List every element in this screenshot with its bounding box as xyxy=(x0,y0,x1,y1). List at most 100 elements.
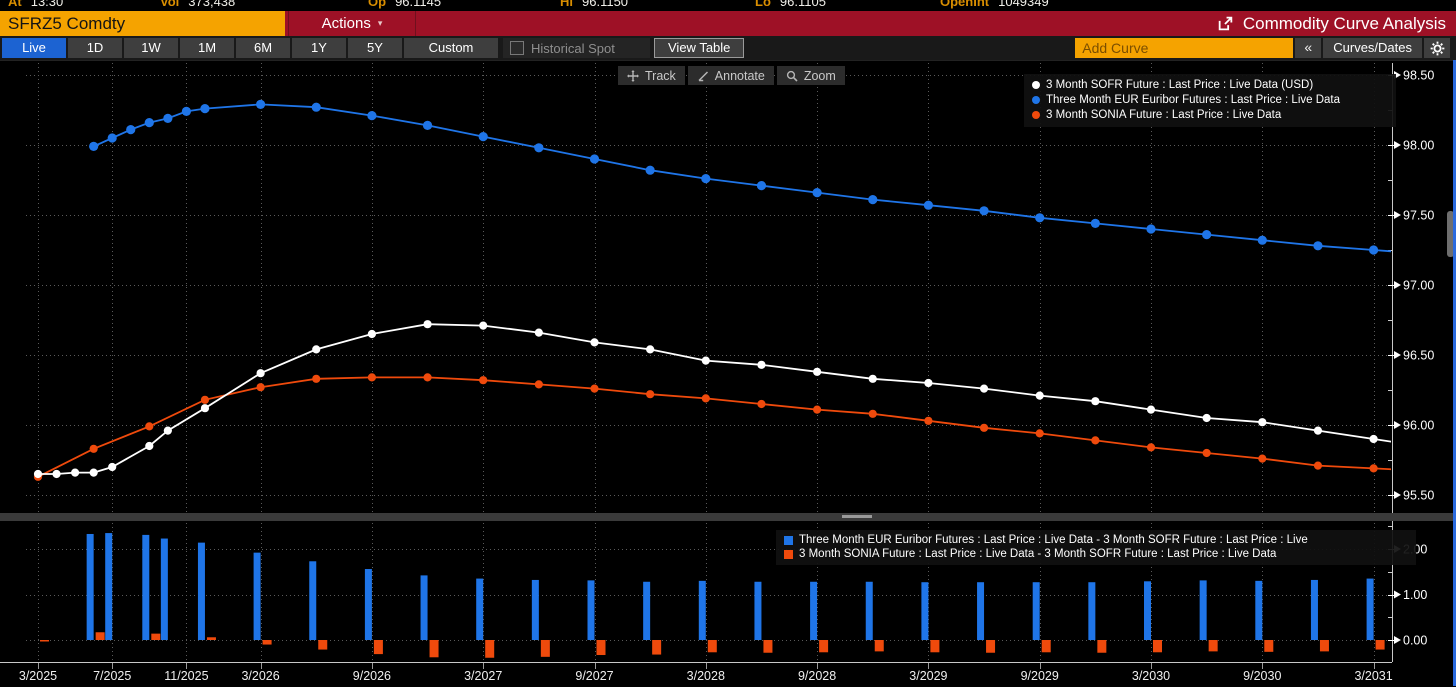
price-field-value: 96.1150 xyxy=(582,0,629,9)
title-bar: SFRZ5 Comdty Actions ▾ Commodity Curve A… xyxy=(0,11,1456,36)
zoom-label: Zoom xyxy=(803,68,836,83)
price-field-label: At xyxy=(8,0,22,9)
series-point xyxy=(1202,230,1212,240)
spread-bar xyxy=(476,578,484,640)
series-point xyxy=(367,373,376,382)
price-field-at: At 13:30 xyxy=(8,0,63,9)
range-button-live[interactable]: Live xyxy=(2,38,66,58)
historical-spot-toggle[interactable]: Historical Spot xyxy=(503,38,650,58)
view-table-button[interactable]: View Table xyxy=(654,38,745,58)
x-axis-tick-label: 9/2030 xyxy=(1243,669,1281,683)
series-point xyxy=(163,426,172,435)
spread-bar xyxy=(142,534,150,640)
y-axis-tick-label: 96.00 xyxy=(1403,419,1434,433)
spread-bar xyxy=(1041,640,1051,653)
security-ticker-field[interactable]: SFRZ5 Comdty xyxy=(0,11,285,36)
series-point xyxy=(479,321,488,330)
series-point xyxy=(89,141,99,151)
series-point xyxy=(423,320,432,329)
collapse-panel-button[interactable]: « xyxy=(1295,38,1322,58)
toolbar: Live 1D 1W 1M 6M 1Y 5Y Custom Historical Spot V… xyxy=(0,36,1456,60)
curves-dates-button[interactable]: Curves/Dates xyxy=(1323,38,1422,58)
series-point xyxy=(1369,464,1378,473)
y-axis-tick-label: 0.00 xyxy=(1403,634,1427,648)
spread-bar xyxy=(262,640,272,645)
range-button-5y[interactable]: 5Y xyxy=(348,38,402,58)
zoom-button[interactable]: Zoom xyxy=(776,66,845,85)
y-axis-tick-arrow xyxy=(1394,281,1401,289)
price-field-value: 96.1105 xyxy=(779,0,826,9)
series-point xyxy=(422,120,433,130)
range-button-1d[interactable]: 1D xyxy=(68,38,122,58)
track-button[interactable]: Track xyxy=(618,66,685,85)
x-axis-tick-label: 3/2029 xyxy=(909,669,947,683)
spread-bar xyxy=(1144,581,1151,640)
series-point xyxy=(312,374,321,383)
series-point xyxy=(1202,413,1211,423)
range-button-custom[interactable]: Custom xyxy=(404,38,498,58)
range-button-1y[interactable]: 1Y xyxy=(292,38,346,58)
series-point xyxy=(89,444,98,453)
settings-button[interactable] xyxy=(1424,38,1450,58)
spread-bar xyxy=(754,581,762,640)
legend-entry-label: Three Month EUR Euribor Futures : Last P… xyxy=(1046,94,1341,106)
series-point xyxy=(1090,218,1100,228)
series-point xyxy=(52,469,61,479)
x-axis-tick-label: 3/2028 xyxy=(687,669,725,683)
spread-bar xyxy=(1255,580,1263,640)
series-point xyxy=(256,369,265,378)
series-point xyxy=(145,441,154,451)
chevron-down-icon: ▾ xyxy=(377,18,383,28)
main-chart-legend: 3 Month SOFR Future : Last Price : Live … xyxy=(1024,74,1396,127)
spread-bar xyxy=(420,575,428,640)
spread-bar xyxy=(707,640,717,653)
price-field-hi: Hi 96.1150 xyxy=(560,0,628,9)
chart-area: 3/2025 7/2025 11/2025 3/2026 9/2026 3/2027 9/2… xyxy=(0,60,1456,687)
series-point xyxy=(108,462,117,472)
price-field-label: Hi xyxy=(560,0,573,9)
spread-bar xyxy=(1264,640,1274,652)
spread-bar xyxy=(921,582,929,640)
magnifier-icon xyxy=(786,70,798,82)
price-field-value: 373,438 xyxy=(188,0,236,9)
vertical-scrollbar-thumb[interactable] xyxy=(1447,211,1454,257)
series-point xyxy=(71,468,80,477)
range-button-1w[interactable]: 1W xyxy=(124,38,178,58)
spread-chart-legend: Three Month EUR Euribor Futures : Last P… xyxy=(776,530,1416,565)
series-point xyxy=(868,409,877,418)
actions-menu-button[interactable]: Actions ▾ xyxy=(288,11,416,36)
spread-bar xyxy=(977,582,985,640)
spread-bar xyxy=(485,640,495,658)
price-field-label: OpenInt xyxy=(940,0,990,9)
divider-drag-handle[interactable] xyxy=(842,515,872,518)
series-point xyxy=(107,133,117,143)
add-curve-input[interactable] xyxy=(1075,38,1294,58)
spread-bar xyxy=(1097,640,1107,653)
series-point xyxy=(1313,461,1323,470)
price-field-op: Op 96.1145 xyxy=(368,0,441,9)
price-field-value: 96.1145 xyxy=(395,0,442,9)
export-icon[interactable] xyxy=(1217,15,1234,32)
series-point xyxy=(311,102,321,112)
price-field-value: 1049349 xyxy=(998,0,1049,9)
series-point xyxy=(646,390,655,399)
track-icon xyxy=(627,69,639,82)
historical-spot-checkbox[interactable] xyxy=(510,41,524,55)
legend-marker-dot xyxy=(1032,81,1040,89)
range-button-1m[interactable]: 1M xyxy=(180,38,234,58)
panel-divider[interactable] xyxy=(0,513,1456,521)
series-point xyxy=(423,373,432,382)
price-field-value: 13:30 xyxy=(30,0,64,9)
series-point xyxy=(813,405,822,414)
legend-marker-dot xyxy=(1032,96,1040,104)
spread-bar xyxy=(318,640,328,650)
series-point xyxy=(126,125,136,135)
spread-bar xyxy=(874,640,884,652)
legend-entry: 3 Month SONIA Future : Last Price : Live… xyxy=(784,548,1408,560)
annotate-button[interactable]: Annotate xyxy=(687,66,774,85)
series-point xyxy=(868,374,877,383)
series-point xyxy=(33,469,43,479)
spread-bar xyxy=(151,633,161,640)
range-button-6m[interactable]: 6M xyxy=(236,38,290,58)
chart-canvas[interactable]: 3/2025 7/2025 11/2025 3/2026 9/2026 3/2027 9/2… xyxy=(0,61,1456,687)
